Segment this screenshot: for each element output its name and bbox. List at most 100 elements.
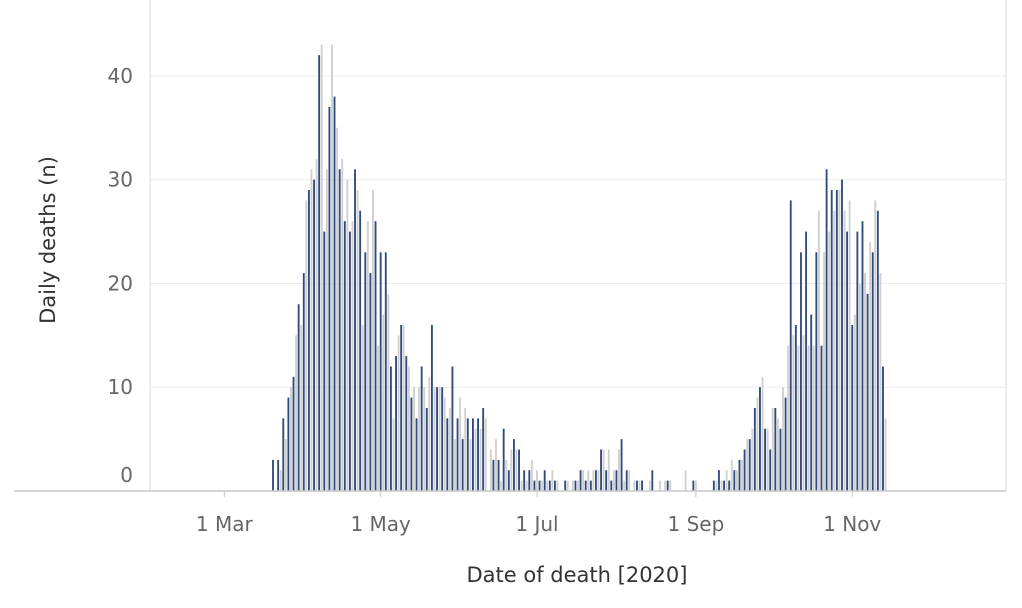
x-tick-label: 1 Mar [196,512,254,536]
bar-2020-04-28 [372,190,374,492]
bar-2020-03-25 [284,439,287,491]
bar-2020-08-10 [638,480,641,491]
bar-2020-05-20 [428,376,431,491]
bar-2020-09-19 [741,459,743,491]
bar-2020-06-28 [528,470,531,491]
bar-2020-04-23 [359,210,362,492]
bar-2020-03-27 [290,387,292,491]
bar-2020-07-09 [556,480,559,491]
bar-2020-04-15 [338,169,341,492]
bar-2020-11-11 [876,210,879,492]
bar-2020-09-08 [712,480,715,491]
bar-2020-11-09 [871,252,874,491]
bar-2020-05-03 [384,252,387,491]
bar-2020-10-16 [810,314,813,491]
bar-2020-03-29 [295,335,298,491]
bar-2020-10-14 [805,231,808,491]
bar-2020-11-08 [869,241,872,491]
bar-2020-06-09 [479,428,482,491]
bar-2020-10-15 [807,345,810,491]
bar-2020-09-21 [746,439,749,491]
bar-2020-04-24 [361,324,364,491]
bar-2020-07-18 [579,470,582,491]
bar-2020-05-06 [392,418,395,491]
bar-2020-07-08 [554,480,556,491]
bar-2020-04-29 [374,221,377,491]
bar-2020-06-04 [466,418,469,491]
bar-2020-08-04 [623,480,626,491]
bar-2020-10-23 [828,231,831,491]
bar-2020-06-05 [469,439,472,491]
bar-2020-09-25 [756,397,759,491]
bar-2020-06-18 [502,428,505,491]
bar-2020-05-17 [420,366,423,491]
bar-2020-06-14 [492,459,495,491]
bar-2020-09-29 [766,428,769,491]
bar-2020-09-12 [723,480,726,491]
bar-2020-07-23 [592,470,595,491]
bar-2020-05-21 [430,324,433,491]
bar-2020-06-16 [497,459,500,491]
bar-2020-09-27 [761,376,764,491]
bar-2020-06-08 [477,418,479,491]
bar-2020-08-09 [636,480,638,491]
bar-2020-06-03 [464,407,467,491]
bar-2020-09-15 [730,459,733,491]
bar-2020-08-02 [618,449,620,491]
bar-2020-06-19 [505,459,508,491]
x-tick-label: 1 May [350,512,411,536]
bar-2020-10-05 [782,387,784,491]
bar-2020-09-30 [769,449,772,491]
bar-2020-07-30 [610,480,613,491]
bar-2020-04-20 [351,221,354,491]
bar-2020-10-07 [787,345,790,491]
bar-2020-07-04 [543,470,546,491]
bar-2020-09-26 [759,387,761,491]
bar-2020-11-05 [861,221,864,491]
bar-2020-04-16 [341,158,344,491]
bar-2020-03-26 [287,397,290,491]
bar-2020-07-21 [587,470,590,491]
bar-2020-10-21 [823,252,825,491]
bar-2020-10-13 [802,335,805,491]
bar-2020-07-22 [589,480,592,491]
bar-2020-06-22 [513,439,515,491]
bar-2020-11-07 [866,293,869,491]
bar-2020-03-31 [300,324,303,491]
x-tick-label: 1 Jul [515,512,558,536]
bar-2020-10-03 [776,418,779,491]
bar-2020-08-14 [648,480,651,491]
bar-2020-04-22 [356,190,359,492]
bar-2020-06-25 [520,480,523,491]
bar-2020-07-19 [582,470,585,491]
bar-2020-10-12 [800,252,802,491]
bar-2020-10-20 [820,345,823,491]
x-tick-label: 1 Sep [668,512,725,536]
bar-2020-08-28 [684,470,687,491]
x-axis-title: Date of death [2020] [467,563,688,587]
bar-2020-03-20 [272,459,274,491]
bar-2020-05-18 [423,387,426,491]
bar-2020-04-03 [307,190,310,492]
bar-2020-05-30 [454,439,456,491]
bar-2020-11-10 [874,200,877,492]
bar-2020-05-11 [405,356,408,491]
bar-2020-05-24 [438,387,441,491]
bar-2020-03-22 [277,459,280,491]
bar-2020-10-27 [838,190,841,492]
bar-2020-06-10 [482,407,485,491]
bar-2020-05-19 [425,407,428,491]
bar-2020-07-28 [605,470,608,491]
bar-2020-04-06 [315,158,318,491]
bar-2020-06-29 [530,459,533,491]
bar-2020-05-04 [387,293,390,491]
bar-2020-05-26 [443,397,446,491]
bar-2020-05-22 [433,387,436,491]
bar-2020-09-22 [748,439,751,491]
x-tick-label: 1 Nov [823,512,881,536]
bar-2020-07-12 [564,480,567,491]
bar-2020-05-13 [410,397,413,491]
y-tick-label: 10 [108,375,133,399]
bar-2020-09-28 [764,428,767,491]
bar-2020-08-05 [625,470,628,491]
